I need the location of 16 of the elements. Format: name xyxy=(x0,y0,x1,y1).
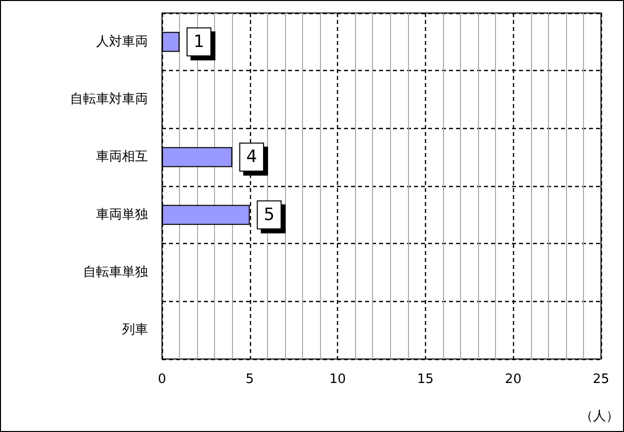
x-tick-label: 20 xyxy=(504,372,522,387)
y-tick-label: 自転車単独 xyxy=(83,265,148,280)
x-tick-label: 15 xyxy=(417,372,434,387)
data-label: 1 xyxy=(194,32,204,52)
x-tick-label: 10 xyxy=(329,372,346,387)
y-tick-label: 車両単独 xyxy=(96,207,148,222)
y-tick-label: 自転車対車両 xyxy=(70,91,148,107)
data-label: 4 xyxy=(246,147,258,168)
y-tick-label: 人対車両 xyxy=(96,33,148,50)
data-label: 5 xyxy=(264,204,275,225)
x-tick-label: 5 xyxy=(246,372,254,387)
x-tick-label: 25 xyxy=(592,372,610,387)
y-tick-label: 車両相互 xyxy=(96,150,148,165)
x-tick-label: 0 xyxy=(158,372,166,387)
x-axis-title: （人） xyxy=(580,409,619,424)
y-tick-label: 列車 xyxy=(122,322,148,338)
